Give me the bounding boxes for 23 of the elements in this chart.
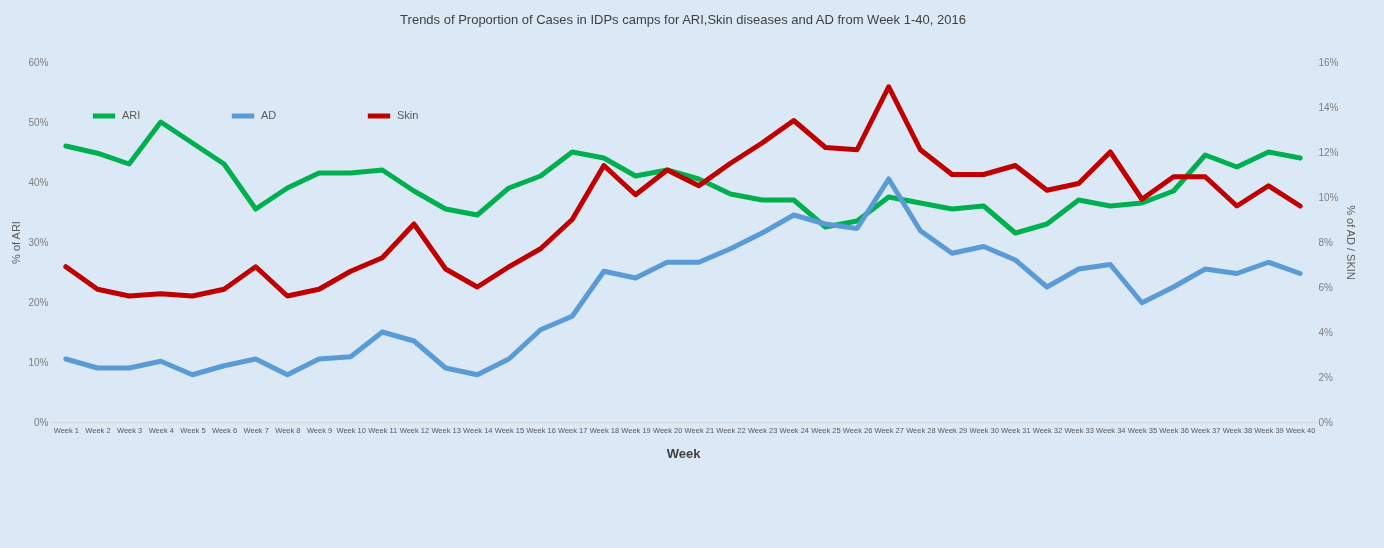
legend-label: ARI	[122, 109, 141, 121]
y-tick-label: 60%	[28, 56, 49, 68]
legend-label: Skin	[397, 109, 419, 121]
y-tick-label: 10%	[28, 356, 49, 368]
chart-title: Trends of Proportion of Cases in IDPs camps for ARI,Skin diseases and AD from Week 1-40, 2016	[400, 12, 966, 27]
y2-tick-label: 10%	[1318, 191, 1339, 203]
y-tick-label: 50%	[28, 116, 49, 128]
y-tick-label: 30%	[28, 236, 49, 248]
y2-tick-label: 4%	[1318, 326, 1334, 338]
y2-tick-label: 8%	[1318, 236, 1334, 248]
y2-tick-label: 16%	[1318, 56, 1339, 68]
y2-tick-label: 0%	[1318, 416, 1334, 428]
legend-label: AD	[261, 109, 277, 121]
y2-tick-label: 6%	[1318, 281, 1334, 293]
x-axis-title: Week	[666, 446, 702, 461]
y-axis-title: % of ARI	[10, 221, 23, 264]
y-tick-label: 40%	[28, 176, 49, 188]
y2-tick-label: 2%	[1318, 371, 1334, 383]
y2-axis-title: % of AD / SKIN	[1344, 205, 1357, 280]
y-tick-label: 20%	[28, 296, 49, 308]
y2-tick-label: 14%	[1318, 101, 1339, 113]
y2-tick-label: 12%	[1318, 146, 1339, 158]
y-tick-label: 0%	[34, 416, 49, 428]
